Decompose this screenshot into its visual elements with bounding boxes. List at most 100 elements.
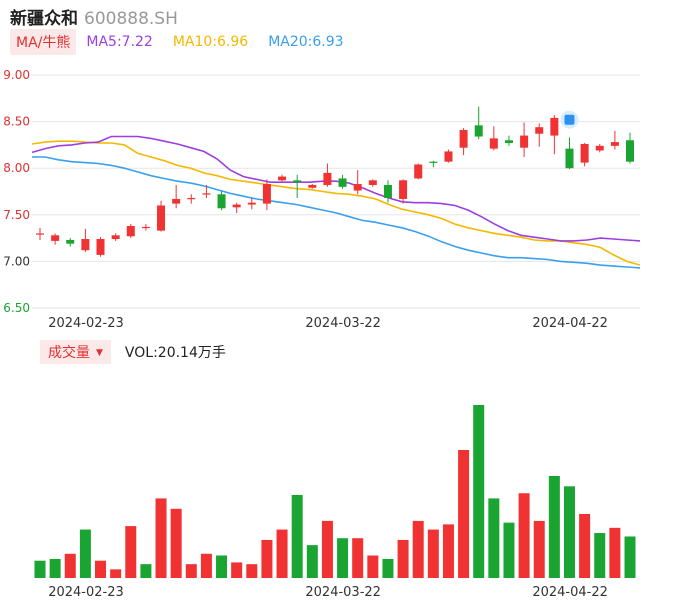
volume-bar — [458, 449, 470, 578]
candle-body — [595, 145, 604, 151]
candle-body — [36, 233, 44, 235]
volume-bar — [231, 562, 243, 578]
y-tick-label: 9.00 — [3, 68, 30, 82]
volume-x-label: 2024-03-22 — [305, 585, 381, 600]
candle-body — [338, 178, 347, 187]
candle-body — [353, 184, 362, 191]
candle-body — [368, 180, 377, 185]
candle-body — [535, 127, 544, 134]
volume-bar — [488, 498, 500, 578]
volume-bar — [427, 529, 439, 578]
volume-bar — [79, 529, 91, 578]
volume-bar — [624, 536, 636, 578]
y-tick-label: 8.00 — [3, 161, 30, 175]
volume-bar — [246, 564, 258, 578]
stock-name: 新疆众和 — [10, 9, 78, 29]
volume-bar — [140, 564, 152, 578]
candle-body — [187, 198, 196, 200]
candle-body — [232, 204, 241, 208]
candle-body — [172, 198, 181, 204]
candle-body — [459, 129, 468, 148]
volume-bar — [49, 558, 61, 578]
y-tick-label: 8.50 — [3, 115, 30, 129]
volume-indicator-selector[interactable]: 成交量 ▼ — [40, 340, 111, 364]
volume-bar — [321, 520, 333, 578]
volume-legend: 成交量 ▼ VOL:20.14万手 — [40, 340, 226, 364]
ma10-label: MA10:6.96 — [172, 34, 249, 50]
candle-body — [610, 142, 619, 146]
volume-bar — [367, 555, 379, 578]
volume-bar — [216, 555, 228, 578]
volume-bar — [291, 494, 303, 578]
volume-value: VOL:20.14万手 — [124, 345, 226, 361]
candle-body — [293, 180, 302, 183]
candle-body — [81, 239, 90, 251]
ma10-line — [31, 140, 641, 266]
candle-body — [202, 193, 211, 195]
ma5-label: MA5:7.22 — [86, 34, 153, 50]
volume-bar — [64, 553, 76, 578]
candle-body — [66, 239, 75, 244]
candle-body — [51, 235, 60, 241]
candle-body — [308, 184, 317, 188]
volume-bar — [306, 545, 318, 578]
candle-body — [96, 239, 105, 255]
volume-bar — [200, 553, 212, 578]
volume-bar — [518, 493, 530, 578]
event-marker-glyph — [564, 114, 575, 125]
volume-bar — [170, 508, 182, 578]
candle-body — [429, 161, 438, 163]
volume-bar — [185, 564, 197, 578]
candle-body — [217, 194, 226, 209]
y-tick-label: 7.00 — [3, 254, 30, 268]
volume-bar — [261, 539, 273, 578]
volume-bar — [594, 533, 606, 578]
candle-body — [580, 143, 589, 163]
candle-body — [520, 135, 529, 148]
volume-bar — [397, 539, 409, 578]
ma20-line — [32, 156, 641, 269]
volume-bar — [155, 498, 167, 578]
stock-code: 600888.SH — [84, 9, 178, 29]
y-tick-label: 6.50 — [3, 301, 30, 315]
candle-body — [489, 138, 498, 149]
volume-bar — [337, 538, 349, 578]
candle-body — [247, 202, 256, 205]
price-x-label: 2024-02-23 — [48, 316, 124, 331]
ma-indicator-selector[interactable]: MA/牛熊 — [10, 29, 77, 55]
volume-bar — [548, 475, 560, 578]
ma-legend: MA/牛熊 MA5:7.22 MA10:6.96 MA20:6.93 — [10, 29, 364, 55]
volume-bar — [579, 513, 591, 578]
price-x-label: 2024-03-22 — [305, 316, 381, 331]
candle-body — [141, 226, 150, 229]
volume-bar — [125, 526, 137, 578]
candle-body — [565, 148, 574, 169]
candle-body — [504, 140, 513, 144]
ma5-line — [31, 135, 641, 242]
volume-bar — [34, 560, 46, 578]
candle-body — [550, 117, 559, 136]
candle-body — [474, 125, 483, 137]
candle-body — [126, 225, 135, 237]
volume-bar — [95, 560, 107, 578]
volume-tag-label: 成交量 — [48, 345, 90, 361]
candle-body — [414, 164, 423, 179]
volume-bar — [563, 486, 575, 578]
y-tick-label: 7.50 — [3, 208, 30, 222]
candle-body — [157, 205, 166, 231]
volume-bar — [533, 520, 545, 578]
volume-x-label: 2024-04-22 — [532, 585, 608, 600]
candle-body — [323, 172, 332, 185]
ma20-label: MA20:6.93 — [268, 34, 344, 50]
price-x-label: 2024-04-22 — [532, 316, 608, 331]
stock-title: 新疆众和 600888.SH — [10, 4, 178, 29]
volume-bar — [503, 522, 515, 578]
candle-body — [262, 184, 271, 204]
volume-bar — [473, 405, 485, 578]
candle-body — [383, 184, 392, 199]
candle-body — [111, 235, 120, 240]
candle-body — [444, 151, 453, 162]
volume-bar — [442, 524, 454, 578]
volume-bar — [609, 527, 621, 578]
